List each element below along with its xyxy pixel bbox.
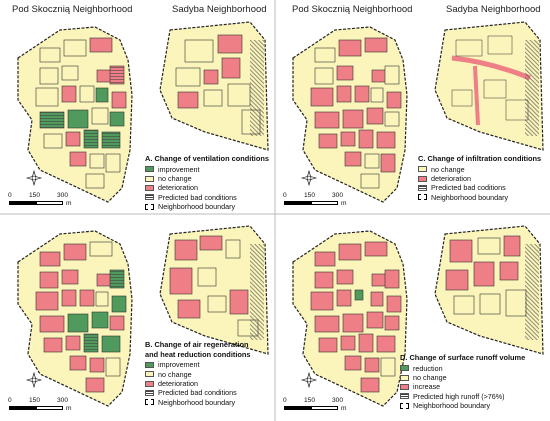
legend-item: Predicted bad coditions — [418, 183, 541, 192]
north-arrow-icon — [300, 169, 318, 187]
panel-A-sadyba-map — [159, 21, 269, 151]
panel-C-sadyba-map — [434, 21, 544, 151]
legend-item: improvement — [145, 165, 269, 174]
legend-title: B. Change of air regeneration — [145, 340, 249, 349]
scale-bar: 0 150 300 m — [8, 192, 72, 207]
legend-item: no change — [145, 174, 269, 183]
header-left-hood-c: Pod Skocznią Neighborhood — [292, 4, 413, 15]
legend-item: Predicted bad conditions — [145, 388, 251, 397]
header-right-hood-c: Sadyba Neighborhood — [446, 4, 541, 15]
legend-item: improvement — [145, 360, 251, 369]
legend-item: Neighborhood boundary — [145, 398, 251, 407]
scale-bar: 0 150 300 m — [283, 397, 347, 412]
legend-item: no change — [145, 370, 251, 379]
legend-title-line2: and heat reduction conditions — [145, 349, 251, 359]
legend-title: C. Change of infiltration conditions — [418, 154, 542, 163]
legend-title: A. Change of ventilation conditions — [145, 154, 269, 163]
legend-title: D. Change of surface runoff volume — [400, 353, 526, 362]
scale-bar: 0 150 300 m — [8, 397, 72, 412]
legend-item: Neighborhood boundary — [418, 193, 541, 202]
legend-item: increase — [400, 382, 525, 391]
panel-D-sadyba-map — [434, 225, 544, 355]
legend-item: Neighborhood boundary — [400, 401, 525, 410]
legend-item: deterioration — [145, 379, 251, 388]
panel-B-pod-skoczni-map — [17, 230, 133, 407]
legend-item: deterioration — [145, 183, 269, 192]
panel-A-pod-skoczni-map — [17, 26, 133, 203]
north-arrow-icon — [25, 371, 43, 389]
legend-panel-d: D. Change of surface runoff volume reduc… — [400, 353, 526, 411]
legend-item: no change — [418, 165, 541, 174]
header-left-hood-a: Pod Skocznią Neighborhood — [12, 4, 133, 15]
legend-item: no change — [400, 373, 525, 382]
panel-D-pod-skoczni-map — [292, 230, 408, 407]
north-arrow-icon — [300, 371, 318, 389]
panel-B-sadyba-map — [159, 225, 269, 355]
header-right-hood-a: Sadyba Neighborhood — [172, 4, 267, 15]
panel-C-pod-skoczni-map — [292, 26, 408, 203]
legend-item: deterioration — [418, 174, 541, 183]
legend-panel-a: A. Change of ventilation conditions impr… — [145, 154, 269, 212]
scale-bar: 0 150 300 m — [283, 192, 347, 207]
legend-panel-c: C. Change of infiltration conditions no … — [418, 154, 542, 202]
legend-item: Predicted bad conditions — [145, 193, 269, 202]
legend-item: Neighborhood boundary — [145, 202, 269, 211]
north-arrow-icon — [25, 169, 43, 187]
legend-item: reduction — [400, 364, 525, 373]
legend-panel-b: B. Change of air regeneration and heat r… — [145, 340, 251, 407]
legend-item: Predicted high runoff (>76%) — [400, 392, 525, 401]
